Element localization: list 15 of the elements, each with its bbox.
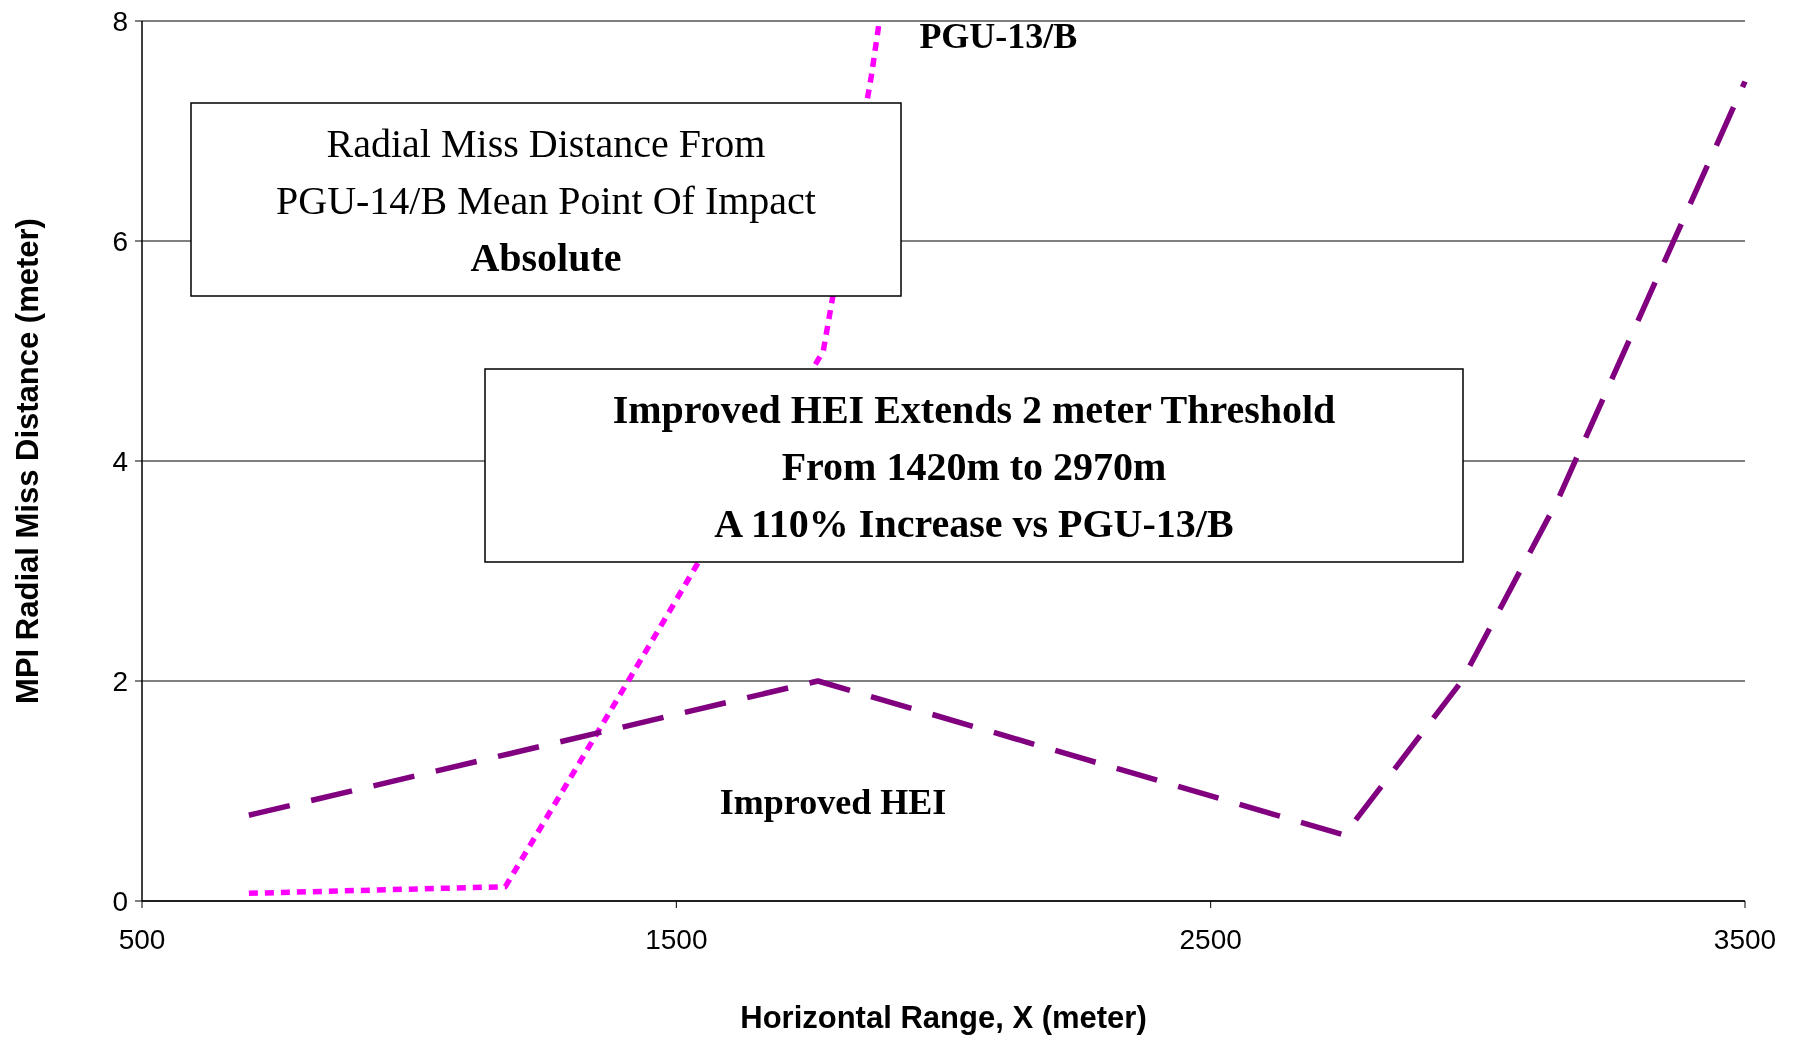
series-label: PGU-13/B bbox=[919, 15, 1078, 56]
annotation: Radial Miss Distance From PGU-14/B Mean Point Of Impact Absolute bbox=[276, 120, 816, 280]
y-tick-label: 4 bbox=[112, 445, 128, 477]
x-tick-label: 2500 bbox=[1179, 924, 1242, 955]
y-tick-label: 6 bbox=[112, 225, 128, 257]
annotation: Improved HEI Extends 2 meter Threshold From 1420m to 2970m A 110% Increase vs PGU-13/B bbox=[612, 386, 1336, 546]
series-label: Improved HEI bbox=[719, 781, 947, 822]
x-tick-label: 3500 bbox=[1713, 924, 1777, 955]
y-tick-label: 8 bbox=[112, 5, 128, 37]
y-tick-label: 2 bbox=[112, 665, 128, 697]
x-axis-title: Horizontal Range, X (meter) bbox=[740, 1000, 1147, 1035]
x-tick-label: 1500 bbox=[645, 924, 708, 955]
y-axis-title: MPI Radial Miss Distance (meter) bbox=[10, 218, 45, 704]
y-tick-label: 0 bbox=[112, 885, 128, 917]
x-tick-label: 500 bbox=[118, 924, 166, 955]
